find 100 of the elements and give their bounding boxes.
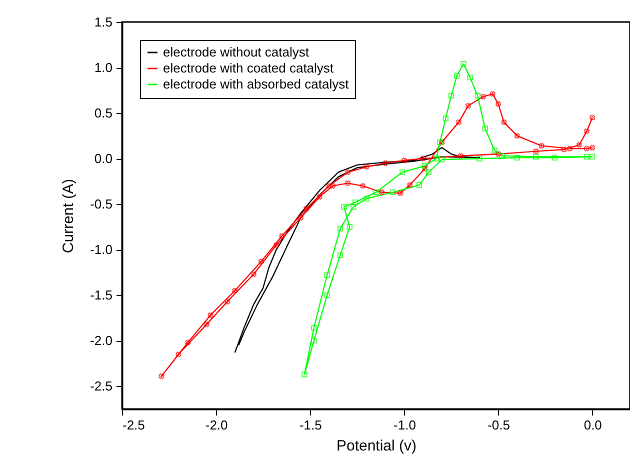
point bbox=[346, 224, 353, 230]
point bbox=[426, 169, 432, 176]
point bbox=[448, 92, 454, 99]
y-axis-title: Current (A) bbox=[60, 178, 78, 254]
point bbox=[576, 142, 582, 148]
y-tick-label: -1.5 bbox=[90, 288, 112, 303]
point bbox=[467, 74, 473, 80]
point bbox=[302, 372, 308, 378]
x-tick-label: -2.0 bbox=[205, 418, 228, 432]
point bbox=[561, 146, 567, 152]
x-tick-label: -1.5 bbox=[299, 418, 322, 432]
point bbox=[399, 169, 406, 176]
point bbox=[590, 114, 596, 120]
y-tick-label: -2.5 bbox=[90, 378, 112, 394]
point bbox=[311, 325, 317, 331]
point bbox=[533, 154, 539, 160]
point bbox=[492, 148, 498, 154]
point bbox=[584, 146, 590, 152]
point bbox=[533, 148, 539, 154]
point bbox=[407, 182, 413, 188]
point bbox=[337, 226, 344, 232]
point bbox=[458, 153, 464, 159]
legend-label: electrode without catalyst bbox=[163, 44, 310, 60]
legend-label: electrode with absorbed catalyst bbox=[163, 76, 350, 92]
point bbox=[158, 373, 164, 380]
point bbox=[439, 156, 445, 162]
point bbox=[460, 61, 466, 67]
point bbox=[480, 94, 486, 100]
point bbox=[454, 72, 460, 79]
y-tick-label: -0.5 bbox=[90, 196, 112, 212]
point bbox=[456, 119, 462, 125]
point bbox=[433, 156, 440, 162]
point bbox=[590, 144, 596, 150]
y-tick-label: -1.0 bbox=[90, 242, 112, 258]
point bbox=[422, 163, 428, 169]
point bbox=[324, 292, 330, 298]
point bbox=[476, 156, 482, 162]
point bbox=[360, 183, 366, 189]
point bbox=[258, 258, 264, 264]
point bbox=[442, 116, 448, 122]
point bbox=[416, 182, 422, 188]
x-tick-label: -0.5 bbox=[488, 418, 510, 432]
point bbox=[482, 126, 488, 132]
point bbox=[273, 242, 280, 248]
point bbox=[495, 151, 502, 157]
y-tick-label: 1.0 bbox=[94, 60, 112, 76]
point bbox=[316, 194, 322, 200]
x-tick-label: -1.0 bbox=[394, 418, 416, 432]
point bbox=[465, 102, 472, 109]
point bbox=[382, 160, 388, 166]
point bbox=[344, 180, 351, 186]
point bbox=[552, 154, 558, 161]
point bbox=[499, 153, 505, 159]
x-tick-label: -2.5 bbox=[122, 418, 145, 432]
y-tick-label: 1.5 bbox=[94, 14, 112, 30]
point bbox=[514, 133, 520, 139]
legend-label: electrode with coated catalyst bbox=[163, 60, 334, 76]
y-tick-label: 0.5 bbox=[94, 106, 112, 121]
point bbox=[324, 272, 330, 278]
point bbox=[350, 204, 356, 210]
point bbox=[344, 169, 351, 176]
point bbox=[311, 338, 317, 344]
point bbox=[337, 252, 344, 258]
y-tick-label: -2.0 bbox=[90, 333, 112, 348]
point bbox=[566, 146, 573, 152]
point bbox=[352, 199, 358, 206]
point bbox=[422, 166, 428, 172]
point bbox=[373, 189, 379, 196]
point bbox=[185, 340, 191, 346]
x-axis-title: Potential (v) bbox=[336, 438, 417, 454]
point bbox=[326, 183, 332, 189]
point bbox=[204, 321, 210, 328]
point bbox=[584, 128, 590, 134]
point bbox=[490, 91, 496, 97]
point bbox=[330, 183, 336, 189]
point bbox=[304, 206, 310, 212]
point bbox=[224, 298, 230, 304]
point bbox=[514, 154, 520, 161]
point bbox=[364, 196, 370, 202]
point bbox=[176, 352, 182, 358]
point bbox=[584, 154, 590, 160]
point bbox=[364, 164, 370, 170]
point bbox=[298, 214, 304, 221]
point bbox=[420, 156, 426, 162]
point bbox=[378, 189, 384, 196]
point bbox=[390, 189, 396, 196]
y-tick-label: 0.0 bbox=[94, 151, 112, 166]
x-tick-label: 0.0 bbox=[584, 418, 602, 432]
point bbox=[538, 143, 544, 149]
point bbox=[590, 154, 596, 160]
point bbox=[341, 204, 347, 210]
point bbox=[501, 119, 507, 125]
point bbox=[401, 158, 408, 164]
point bbox=[279, 233, 285, 239]
point bbox=[208, 312, 214, 318]
point bbox=[398, 190, 404, 196]
point bbox=[495, 101, 502, 107]
point bbox=[474, 92, 480, 99]
point bbox=[232, 288, 238, 294]
point bbox=[250, 271, 257, 278]
